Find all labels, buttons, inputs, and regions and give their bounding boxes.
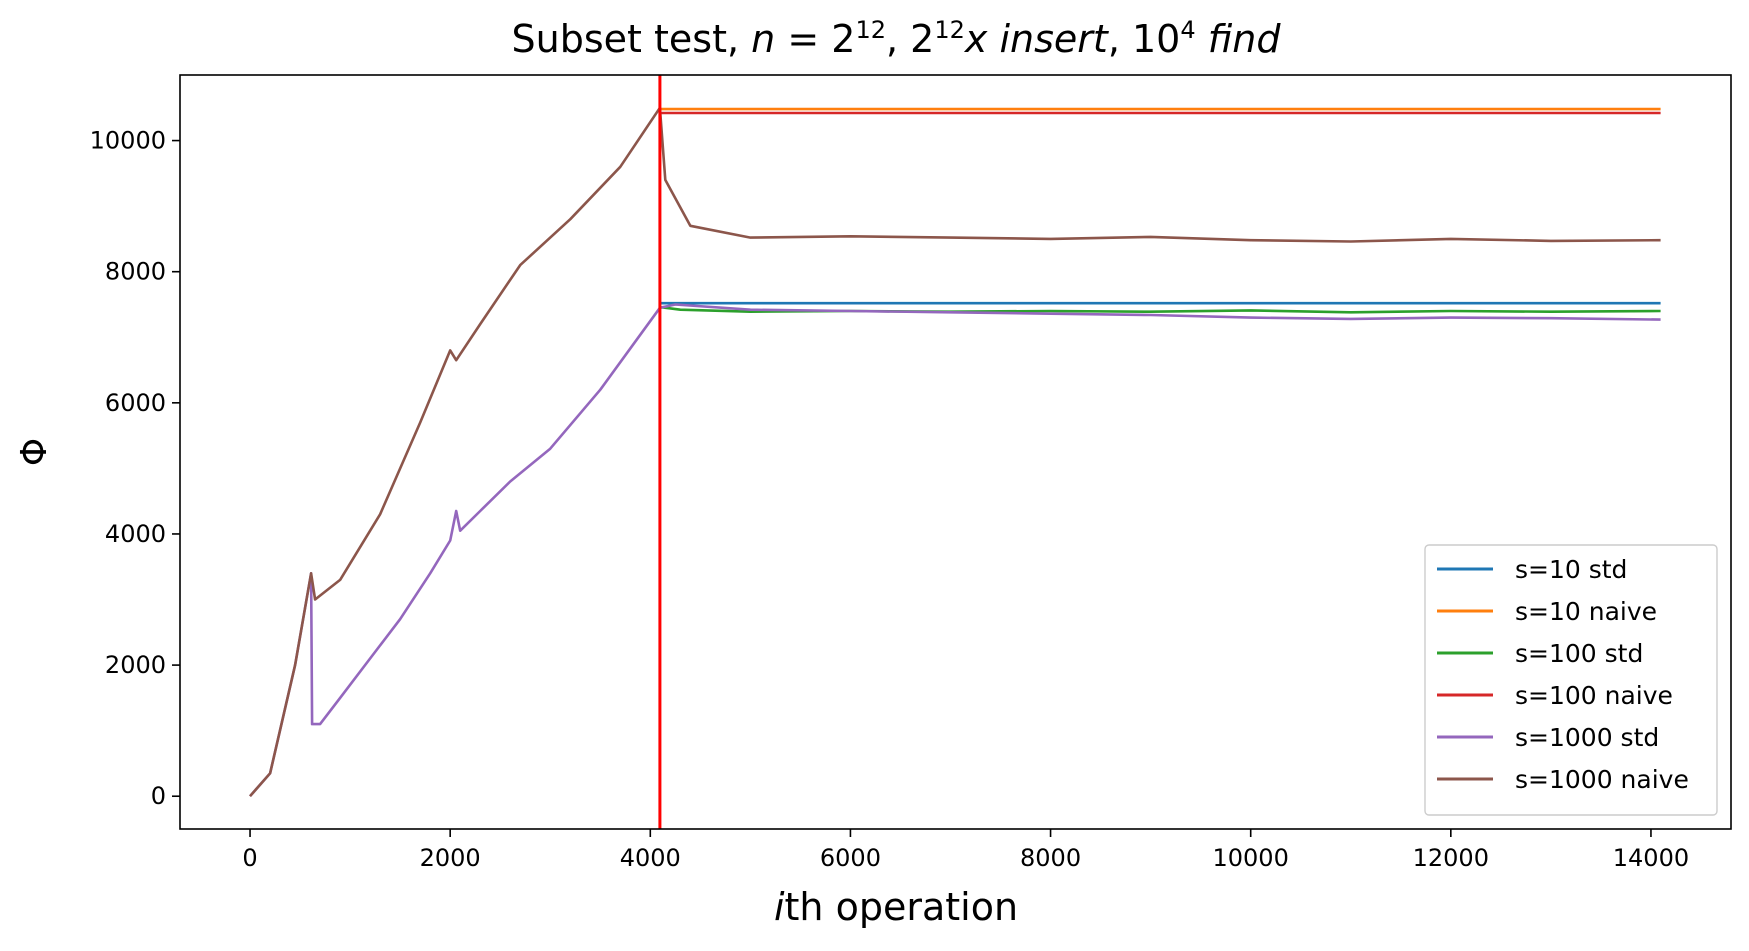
legend-entry: s=1000 std: [1515, 723, 1659, 752]
y-tick-label: 10000: [90, 127, 166, 155]
series-line-5: [249, 303, 1661, 798]
y-tick-label: 2000: [105, 651, 166, 679]
x-tick-label: 0: [242, 844, 257, 872]
x-tick-label: 10000: [1213, 844, 1289, 872]
y-axis: 0 2000 4000 6000 8000 10000: [90, 127, 180, 810]
legend-entry: s=10 naive: [1515, 597, 1657, 626]
x-tick-label: 12000: [1413, 844, 1489, 872]
y-tick-label: 6000: [105, 389, 166, 417]
legend-entry: s=100 std: [1515, 639, 1643, 668]
x-tick-label: 6000: [820, 844, 881, 872]
plot-area: [249, 75, 1661, 829]
y-axis-label: Φ: [14, 438, 55, 466]
x-tick-label: 14000: [1613, 844, 1689, 872]
x-tick-label: 8000: [1020, 844, 1081, 872]
y-tick-label: 4000: [105, 520, 166, 548]
legend: s=10 std s=10 naive s=100 std s=100 naive s=…: [1424, 544, 1718, 816]
y-tick-label: 8000: [105, 258, 166, 286]
legend-entry: s=1000 naive: [1515, 765, 1689, 794]
x-axis-label: ith operation: [774, 885, 1018, 929]
legend-entry: s=10 std: [1515, 555, 1627, 584]
plot-frame: [179, 74, 1732, 830]
series-line-6: [249, 106, 1661, 798]
series-line-3: [659, 305, 1661, 314]
x-tick-label: 2000: [420, 844, 481, 872]
legend-entry: s=100 naive: [1515, 681, 1673, 710]
legend-box: [1424, 544, 1718, 816]
y-tick-label: 0: [151, 782, 166, 810]
chart-title: Subset test, n = 212, 212x insert, 104 f…: [512, 16, 1282, 61]
x-tick-label: 4000: [620, 844, 681, 872]
x-axis: 0 2000 4000 6000 8000 10000 12000 14000: [242, 829, 1689, 872]
